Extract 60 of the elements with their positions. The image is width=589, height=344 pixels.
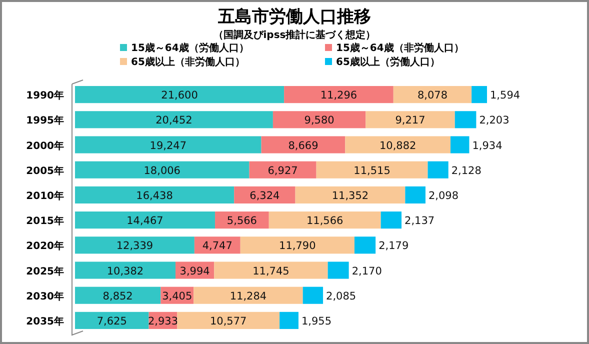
data-label: 10,382 [106, 265, 144, 278]
y-tick-label: 2025年 [26, 265, 64, 278]
legend-label: 15歳～64歳（非労働人口） [336, 42, 464, 54]
y-tick-label: 2035年 [26, 315, 64, 328]
data-label: 6,927 [268, 164, 298, 177]
y-tick-label: 2005年 [26, 164, 64, 177]
legend-label: 65歳以上（労働人口） [336, 56, 440, 68]
data-label: 21,600 [161, 90, 198, 102]
data-label: 9,217 [395, 114, 426, 127]
data-label: 2,170 [352, 265, 382, 278]
data-label: 1,955 [301, 315, 332, 328]
data-label: 2,137 [404, 215, 435, 228]
data-label: 1,934 [472, 140, 503, 152]
data-label: 11,352 [332, 190, 369, 202]
legend-item: 15歳～64歳（非労働人口） [325, 43, 464, 54]
legend-label: 65歳以上（非労働人口） [131, 56, 245, 68]
data-label: 11,790 [279, 240, 316, 252]
data-label: 11,284 [230, 290, 267, 302]
chart-subtitle: （国調及びipss推計に基づく想定） [213, 29, 376, 41]
data-label: 3,994 [180, 265, 210, 278]
data-label: 10,882 [379, 140, 416, 152]
y-tick-label: 2010年 [26, 190, 64, 202]
data-label: 2,128 [451, 164, 482, 177]
data-label: 5,566 [226, 215, 258, 228]
data-label: 2,933 [148, 315, 178, 328]
data-label: 2,085 [326, 290, 356, 302]
y-tick-label: 2020年 [26, 240, 64, 252]
data-label: 8,078 [417, 90, 448, 102]
legend-item: 15歳～64歳（労働人口） [120, 43, 249, 54]
data-label: 2,179 [378, 240, 409, 252]
data-label: 20,452 [156, 114, 192, 127]
data-label: 14,467 [126, 215, 164, 228]
data-label: 4,747 [202, 240, 232, 252]
data-label: 8,669 [288, 140, 318, 152]
y-tick-label: 1995年 [26, 114, 64, 127]
data-label: 8,852 [102, 290, 133, 302]
data-label: 16,438 [136, 190, 173, 202]
y-tick-label: 2030年 [26, 290, 64, 302]
y-tick-label: 2015年 [26, 215, 64, 228]
data-label: 11,515 [354, 164, 390, 177]
data-label: 18,006 [144, 164, 181, 177]
data-label: 6,324 [250, 190, 280, 202]
data-label: 9,580 [304, 114, 334, 127]
data-label: 10,577 [210, 315, 247, 328]
data-label: 2,203 [479, 114, 510, 127]
data-label: 19,247 [150, 140, 187, 152]
legend-label: 15歳～64歳（労働人口） [131, 42, 249, 54]
data-label: 3,405 [162, 290, 192, 302]
data-label: 2,098 [428, 190, 459, 202]
data-label: 11,745 [252, 265, 290, 278]
data-label: 11,296 [320, 90, 358, 102]
data-label: 1,594 [490, 90, 520, 102]
y-tick-label: 2000年 [26, 140, 64, 152]
legend-item: 65歳以上（労働人口） [325, 57, 440, 68]
legend-item: 65歳以上（非労働人口） [120, 57, 245, 68]
y-tick-label: 1990年 [26, 90, 64, 102]
data-label: 11,566 [306, 215, 344, 228]
chart-title: 五島市労働人口推移 [217, 7, 371, 27]
data-label: 7,625 [96, 315, 127, 328]
data-label: 12,339 [116, 240, 154, 252]
